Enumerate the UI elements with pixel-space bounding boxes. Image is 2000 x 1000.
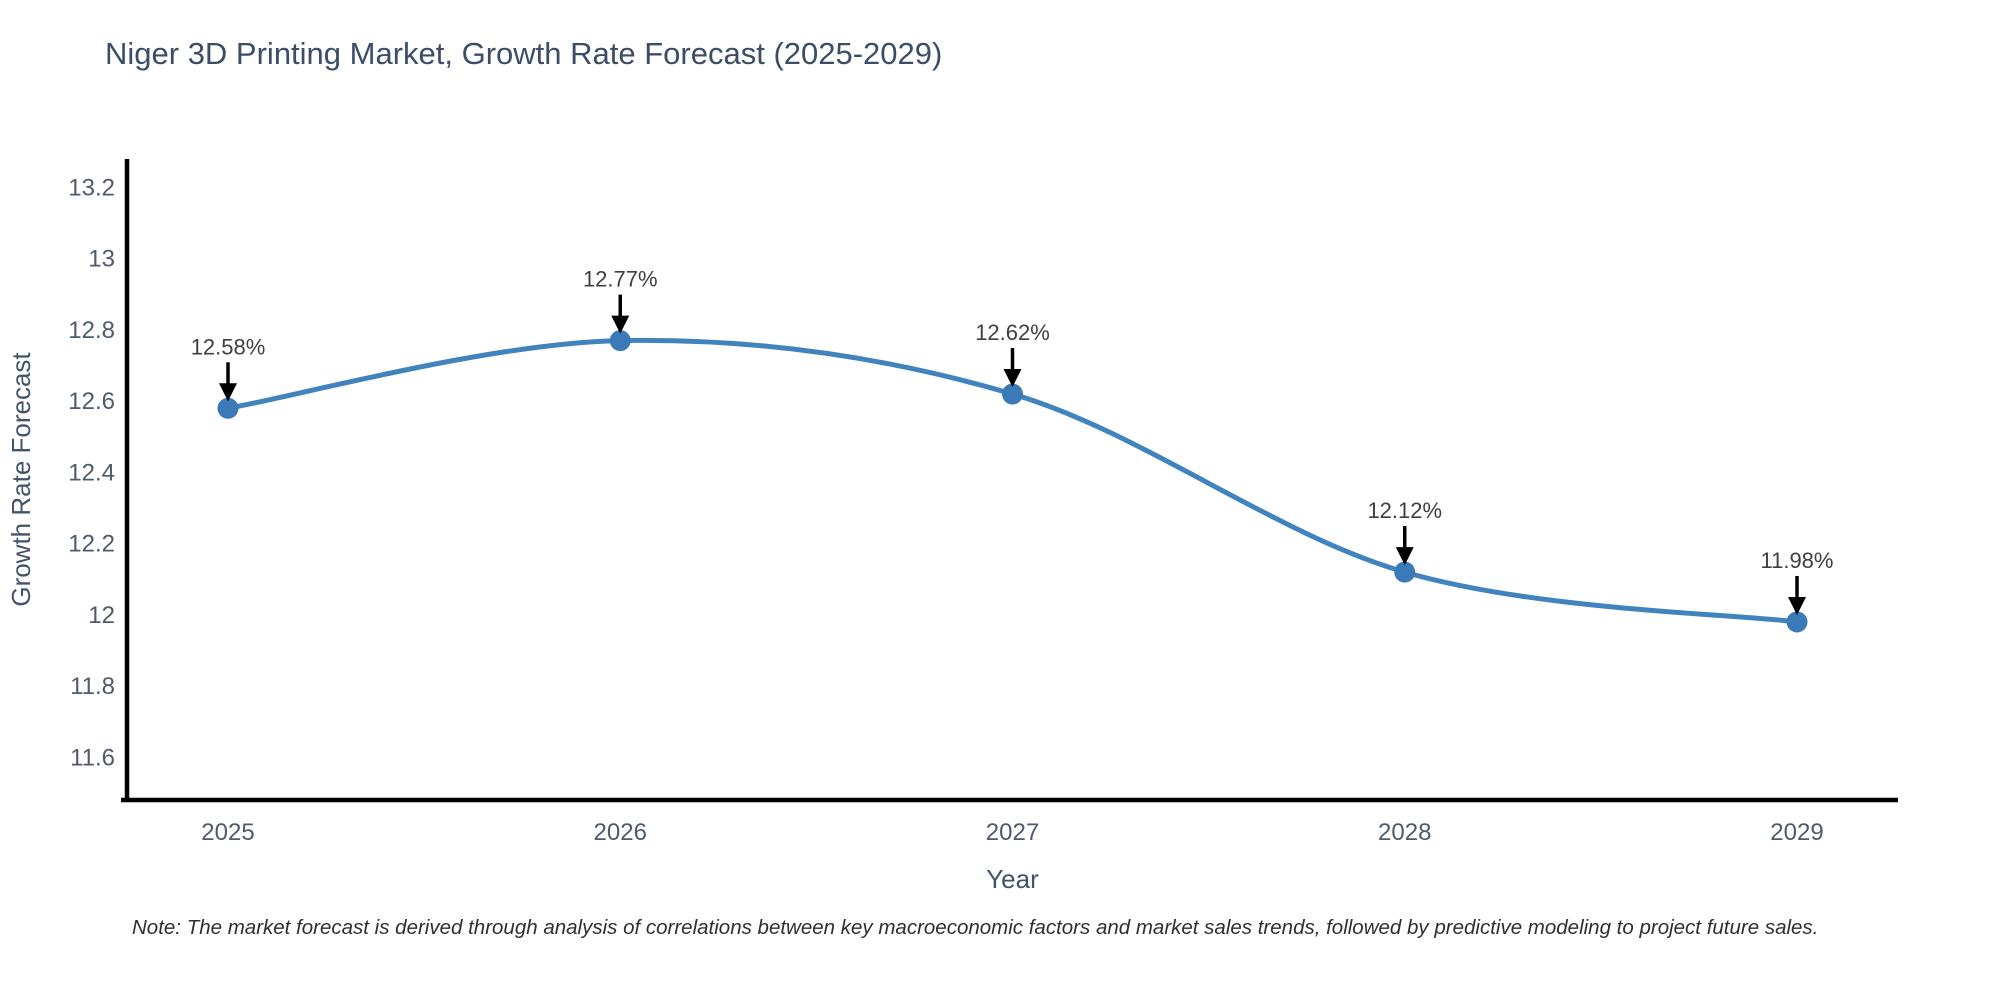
data-point-marker: [217, 397, 239, 419]
x-tick-label: 2028: [1378, 819, 1431, 846]
data-point-label: 12.58%: [191, 334, 266, 359]
footnote: Note: The market forecast is derived thr…: [132, 916, 1819, 939]
annotation-arrow-head: [1003, 369, 1022, 388]
y-axis-title: Growth Rate Forecast: [6, 352, 36, 607]
data-point-label: 11.98%: [1761, 548, 1834, 573]
annotation-arrow-head: [611, 315, 630, 334]
y-tick-label: 13: [88, 246, 115, 273]
data-point-marker: [1002, 383, 1023, 405]
data-point-label: 12.77%: [583, 267, 658, 292]
data-point-label: 12.62%: [975, 320, 1050, 345]
x-tick-label: 2027: [986, 819, 1039, 846]
y-tick-label: 12.8: [68, 317, 115, 344]
x-tick-label: 2025: [201, 819, 254, 846]
annotation-arrow-head: [1788, 596, 1806, 615]
y-tick-label: 12.4: [68, 459, 115, 486]
x-axis-title: Year: [986, 864, 1039, 894]
data-point-marker: [1786, 611, 1808, 633]
annotation-arrow-head: [219, 383, 237, 402]
x-tick-label: 2026: [594, 819, 647, 846]
y-tick-label: 11.8: [70, 673, 115, 700]
annotation-arrow-head: [1395, 547, 1414, 566]
y-tick-label: 12: [88, 602, 115, 629]
x-tick-label: 2029: [1770, 819, 1823, 846]
data-point-marker: [1394, 561, 1416, 583]
data-point-label: 12.12%: [1367, 498, 1442, 523]
y-tick-label: 12.2: [68, 531, 115, 558]
y-tick-label: 12.6: [68, 388, 115, 415]
y-tick-label: 13.2: [68, 174, 115, 201]
chart-title: Niger 3D Printing Market, Growth Rate Fo…: [105, 36, 943, 71]
y-tick-label: 11.6: [70, 744, 115, 771]
data-point-marker: [609, 330, 631, 352]
